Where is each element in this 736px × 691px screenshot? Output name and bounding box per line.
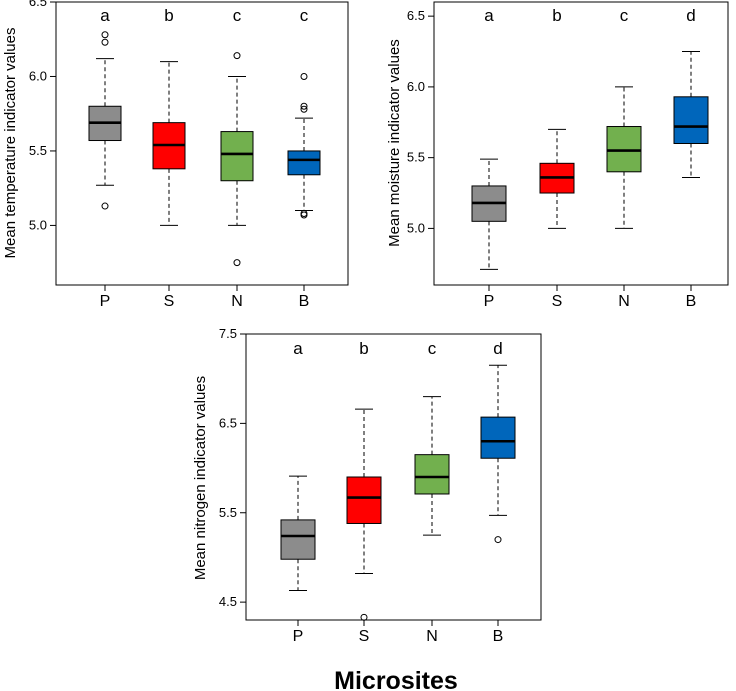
x-category-label: B	[299, 293, 310, 310]
outlier-point	[101, 38, 109, 46]
significance-letter: b	[164, 6, 173, 25]
x-axis-title: Microsites	[334, 667, 458, 691]
chart-moisture: 5.0 5.5 6.0 6.5 Mean moisture indicator valu…	[386, 1, 729, 310]
y-tick-label: 4.5	[219, 594, 237, 609]
outlier-point	[300, 211, 308, 219]
box-B	[673, 51, 709, 178]
box-B	[287, 72, 321, 219]
y-tick-label: 6.0	[29, 68, 47, 83]
y-axis-label: Mean nitrogen indicator values	[192, 376, 209, 580]
iqr-box	[480, 416, 516, 459]
x-category-label: P	[293, 628, 304, 645]
x-category-label: N	[426, 628, 438, 645]
x-category-label: S	[359, 628, 370, 645]
box-N	[414, 396, 450, 536]
outlier-point	[101, 202, 109, 210]
box-S	[539, 128, 575, 229]
box-N	[606, 86, 642, 229]
significance-letter: a	[484, 6, 494, 25]
box-P	[280, 475, 316, 592]
y-axis-label: Mean temperature indicator values	[2, 28, 19, 259]
x-category-label: N	[231, 293, 243, 310]
significance-letter: c	[428, 339, 437, 358]
plot-frame	[55, 1, 349, 286]
iqr-box	[280, 519, 316, 560]
box-S	[152, 61, 186, 226]
iqr-box	[220, 131, 254, 182]
x-category-label: B	[493, 628, 504, 645]
x-category-label: P	[100, 293, 111, 310]
y-tick-label: 5.5	[29, 143, 47, 158]
plot-frame	[433, 1, 729, 286]
iqr-box	[287, 150, 321, 176]
iqr-box	[414, 454, 450, 495]
y-tick-label: 5.5	[407, 150, 425, 165]
significance-letter: c	[300, 6, 309, 25]
significance-letter: b	[552, 6, 561, 25]
box-P	[88, 31, 122, 210]
x-category-label: S	[552, 293, 563, 310]
iqr-box	[346, 476, 382, 524]
y-axis-label: Mean moisture indicator values	[386, 39, 403, 247]
outlier-point	[300, 102, 308, 110]
chart-temperature: 5.0 5.5 6.0 6.5 Mean temperature indicator v…	[2, 0, 349, 310]
x-category-label: S	[164, 293, 175, 310]
x-category-label: P	[484, 293, 495, 310]
box-N	[220, 52, 254, 267]
y-tick-label: 6.5	[407, 8, 425, 23]
iqr-box	[673, 96, 709, 144]
box-S	[346, 408, 382, 621]
significance-letter: d	[686, 6, 695, 25]
significance-letter: b	[359, 339, 368, 358]
outlier-point	[233, 52, 241, 60]
outlier-point	[360, 613, 368, 621]
plot-frame	[245, 333, 542, 621]
y-tick-label: 5.5	[219, 505, 237, 520]
significance-letter: c	[233, 6, 242, 25]
outlier-point	[101, 31, 109, 39]
y-tick-label: 6.0	[407, 79, 425, 94]
y-tick-label: 6.5	[219, 415, 237, 430]
iqr-box	[606, 126, 642, 173]
x-category-label: N	[618, 293, 630, 310]
box-B	[480, 364, 516, 544]
x-category-label: B	[686, 293, 697, 310]
y-tick-label: 7.5	[219, 326, 237, 341]
significance-letter: a	[100, 6, 110, 25]
outlier-point	[233, 259, 241, 267]
outlier-point	[494, 536, 502, 544]
outlier-point	[300, 72, 308, 80]
y-tick-label: 5.0	[29, 217, 47, 232]
significance-letter: a	[293, 339, 303, 358]
significance-letter: d	[493, 339, 502, 358]
outlier-point	[300, 105, 308, 113]
y-tick-label: 5.0	[407, 220, 425, 235]
y-tick-label: 6.5	[29, 0, 47, 9]
chart-nitrogen: 4.5 5.5 6.5 7.5 Mean nitrogen indicator valu…	[192, 326, 542, 645]
significance-letter: c	[620, 6, 629, 25]
box-P	[471, 158, 507, 270]
